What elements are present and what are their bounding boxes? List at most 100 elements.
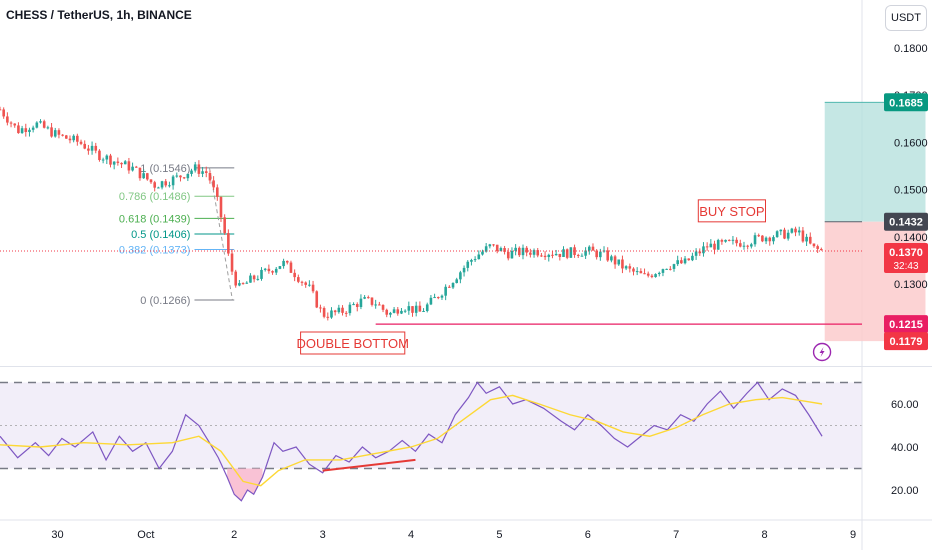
bear-candle bbox=[761, 235, 764, 242]
bear-candle bbox=[628, 266, 632, 269]
bear-candle bbox=[149, 179, 153, 183]
bull-candle bbox=[274, 268, 278, 273]
bull-candle bbox=[587, 246, 591, 251]
bear-candle bbox=[61, 134, 64, 136]
bull-candle bbox=[46, 127, 50, 129]
time-tick-label: 5 bbox=[496, 529, 502, 541]
bull-candle bbox=[510, 250, 514, 259]
bear-candle bbox=[179, 175, 182, 178]
rsi-tick-label: 20.00 bbox=[891, 485, 919, 497]
bear-candle bbox=[606, 250, 610, 261]
bull-candle bbox=[131, 166, 134, 171]
bear-candle bbox=[2, 109, 5, 117]
bull-candle bbox=[278, 266, 282, 269]
bear-candle bbox=[94, 145, 98, 151]
price-tick-label: 0.1500 bbox=[894, 185, 928, 197]
fib-level-label: 0.786 (0.1486) bbox=[119, 191, 191, 203]
bull-candle bbox=[797, 230, 801, 233]
bear-candle bbox=[79, 141, 83, 144]
bull-candle bbox=[790, 228, 794, 233]
bear-candle bbox=[720, 240, 724, 242]
annotation-label: DOUBLE BOTTOM bbox=[296, 336, 408, 351]
fib-level-label: 1 (0.1546) bbox=[140, 163, 190, 175]
bull-candle bbox=[359, 298, 363, 307]
bear-candle bbox=[643, 273, 646, 275]
bear-candle bbox=[558, 253, 562, 257]
bear-candle bbox=[315, 291, 319, 308]
bear-candle bbox=[319, 307, 322, 309]
bull-candle bbox=[105, 155, 109, 160]
bull-candle bbox=[433, 297, 436, 299]
bull-candle bbox=[462, 267, 466, 273]
bear-candle bbox=[267, 268, 271, 272]
bear-candle bbox=[738, 243, 742, 247]
bull-candle bbox=[665, 268, 668, 270]
bear-candle bbox=[411, 306, 414, 313]
profit-zone[interactable] bbox=[824, 102, 926, 222]
bull-candle bbox=[562, 249, 565, 257]
bear-candle bbox=[322, 308, 326, 317]
price-badge-entry bbox=[884, 212, 928, 231]
bear-candle bbox=[503, 248, 506, 252]
bull-candle bbox=[709, 243, 713, 248]
bear-candle bbox=[87, 148, 90, 151]
bear-candle bbox=[757, 235, 761, 237]
bear-candle bbox=[42, 121, 46, 128]
bull-candle bbox=[72, 135, 75, 141]
bull-candle bbox=[282, 260, 285, 267]
bull-candle bbox=[805, 236, 808, 242]
bear-candle bbox=[495, 244, 499, 252]
bull-candle bbox=[171, 176, 175, 186]
bear-candle bbox=[639, 271, 643, 274]
bear-candle bbox=[525, 247, 528, 253]
bear-candle bbox=[613, 256, 617, 265]
price-badge-stop bbox=[884, 332, 928, 351]
price-badge-label: 0.1179 bbox=[889, 336, 922, 348]
bull-candle bbox=[694, 251, 698, 256]
bull-candle bbox=[374, 304, 377, 306]
bull-candle bbox=[348, 304, 352, 314]
bull-candle bbox=[676, 260, 679, 265]
bear-candle bbox=[204, 171, 208, 173]
bull-candle bbox=[459, 272, 462, 280]
bull-candle bbox=[238, 283, 241, 286]
bull-candle bbox=[484, 246, 488, 252]
bull-candle bbox=[702, 246, 705, 254]
rsi-divergence-line[interactable] bbox=[322, 458, 416, 472]
bear-candle bbox=[223, 217, 226, 234]
bear-candle bbox=[50, 127, 53, 137]
bear-candle bbox=[326, 316, 330, 318]
bear-candle bbox=[794, 228, 797, 233]
bull-candle bbox=[28, 129, 31, 133]
bull-candle bbox=[363, 297, 366, 299]
price-badge-label: 0.1685 bbox=[889, 97, 923, 109]
bull-candle bbox=[422, 311, 425, 313]
annotation-box[interactable] bbox=[300, 331, 406, 355]
bear-candle bbox=[367, 297, 370, 299]
bull-candle bbox=[481, 251, 484, 255]
bear-candle bbox=[687, 258, 691, 261]
bull-candle bbox=[352, 304, 355, 306]
bull-candle bbox=[750, 244, 753, 247]
annotation-box[interactable] bbox=[697, 199, 767, 223]
bear-candle bbox=[698, 251, 702, 254]
bull-candle bbox=[599, 251, 602, 258]
lightning-glyph bbox=[819, 347, 825, 357]
bull-candle bbox=[407, 306, 411, 311]
bull-candle bbox=[470, 259, 473, 262]
bear-candle bbox=[285, 260, 289, 263]
bear-candle bbox=[241, 283, 245, 285]
bull-candle bbox=[175, 175, 179, 177]
bear-candle bbox=[216, 187, 219, 197]
bull-candle bbox=[389, 312, 392, 315]
price-badge-label: 0.1215 bbox=[889, 319, 923, 331]
bear-candle bbox=[565, 249, 569, 258]
bear-candle bbox=[146, 173, 149, 180]
bull-candle bbox=[53, 130, 57, 137]
annotation-label: BUY STOP bbox=[699, 204, 764, 219]
bull-candle bbox=[400, 310, 403, 314]
bull-candle bbox=[691, 255, 694, 261]
currency-unit-button[interactable]: USDT bbox=[885, 5, 927, 31]
time-tick-label: 2 bbox=[231, 529, 237, 541]
